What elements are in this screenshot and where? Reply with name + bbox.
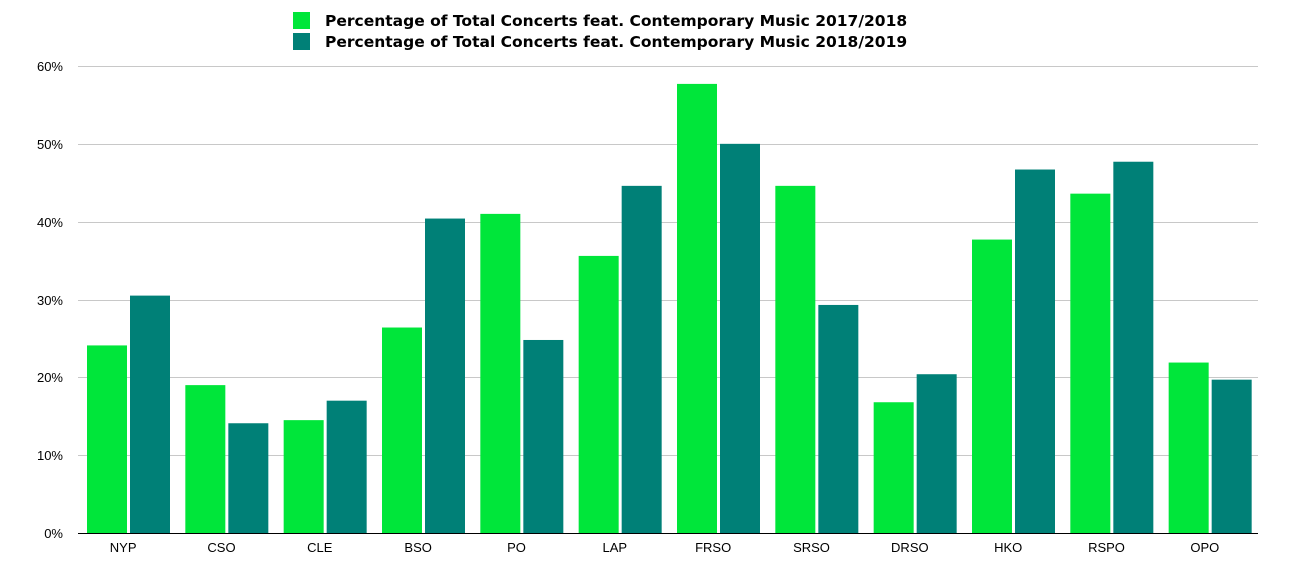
x-tick-label: SRSO: [793, 540, 830, 555]
y-tick-label: 10%: [37, 448, 63, 463]
bar-po-series-2[interactable]: [523, 339, 564, 533]
bar-nyp-series-2[interactable]: [130, 295, 170, 533]
bar-po-series-1[interactable]: [480, 213, 521, 533]
bar-frso-series-1[interactable]: [677, 83, 717, 534]
legend-label-2018-2019: Percentage of Total Concerts feat. Conte…: [325, 32, 908, 51]
bar-cso-series-2[interactable]: [228, 423, 269, 533]
bar-cle-series-2[interactable]: [326, 400, 367, 533]
gridlines: [78, 66, 1258, 456]
legend-label-2017-2018: Percentage of Total Concerts feat. Conte…: [325, 11, 908, 30]
x-tick-label: CLE: [307, 540, 333, 555]
bar-rspo-series-2[interactable]: [1113, 161, 1154, 534]
x-tick-label: CSO: [207, 540, 235, 555]
x-tick-label: FRSO: [695, 540, 731, 555]
bar-srso-series-2[interactable]: [818, 304, 859, 533]
bar-cle-series-1[interactable]: [283, 420, 324, 533]
bar-frso-series-2[interactable]: [720, 143, 760, 533]
x-tick-label: BSO: [404, 540, 431, 555]
bar-drso-series-1[interactable]: [873, 402, 914, 533]
x-tick-label: DRSO: [891, 540, 929, 555]
y-axis-labels: 0% 10% 20% 30% 40% 50% 60%: [37, 59, 63, 541]
bar-nyp-series-1[interactable]: [87, 345, 127, 533]
y-tick-label: 40%: [37, 215, 63, 230]
x-axis-labels: NYP CSO CLE BSO PO LAP FRSO SRSO DRSO HKO RSPO OPO: [110, 540, 1219, 555]
bar-hko-series-1[interactable]: [972, 239, 1012, 533]
bar-bso-series-2[interactable]: [425, 218, 465, 534]
x-tick-label: NYP: [110, 540, 137, 555]
bar-lap-series-1[interactable]: [578, 255, 619, 533]
x-tick-label: HKO: [994, 540, 1022, 555]
x-tick-label: PO: [507, 540, 526, 555]
bar-cso-series-1[interactable]: [185, 385, 226, 533]
y-tick-label: 0%: [44, 526, 63, 541]
bar-opo-series-2[interactable]: [1211, 379, 1252, 533]
bar-hko-series-2[interactable]: [1015, 169, 1055, 533]
bar-lap-series-2[interactable]: [621, 185, 662, 534]
bar-bso-series-1[interactable]: [382, 327, 422, 533]
bar-srso-series-1[interactable]: [775, 185, 816, 534]
legend-swatch-2018-2019: [293, 33, 310, 50]
bar-drso-series-2[interactable]: [916, 374, 957, 533]
x-tick-label: OPO: [1190, 540, 1219, 555]
legend-item-2017-2018[interactable]: Percentage of Total Concerts feat. Conte…: [293, 10, 907, 31]
y-tick-label: 50%: [37, 137, 63, 152]
y-tick-label: 20%: [37, 370, 63, 385]
y-tick-label: 60%: [37, 59, 63, 74]
bar-rspo-series-1[interactable]: [1070, 193, 1111, 533]
legend-swatch-2017-2018: [293, 12, 310, 29]
chart-legend: Percentage of Total Concerts feat. Conte…: [293, 10, 907, 52]
bars: [87, 83, 1252, 534]
bar-opo-series-1[interactable]: [1168, 362, 1209, 533]
legend-item-2018-2019[interactable]: Percentage of Total Concerts feat. Conte…: [293, 31, 907, 52]
x-tick-label: LAP: [603, 540, 628, 555]
x-tick-label: RSPO: [1088, 540, 1125, 555]
y-tick-label: 30%: [37, 293, 63, 308]
